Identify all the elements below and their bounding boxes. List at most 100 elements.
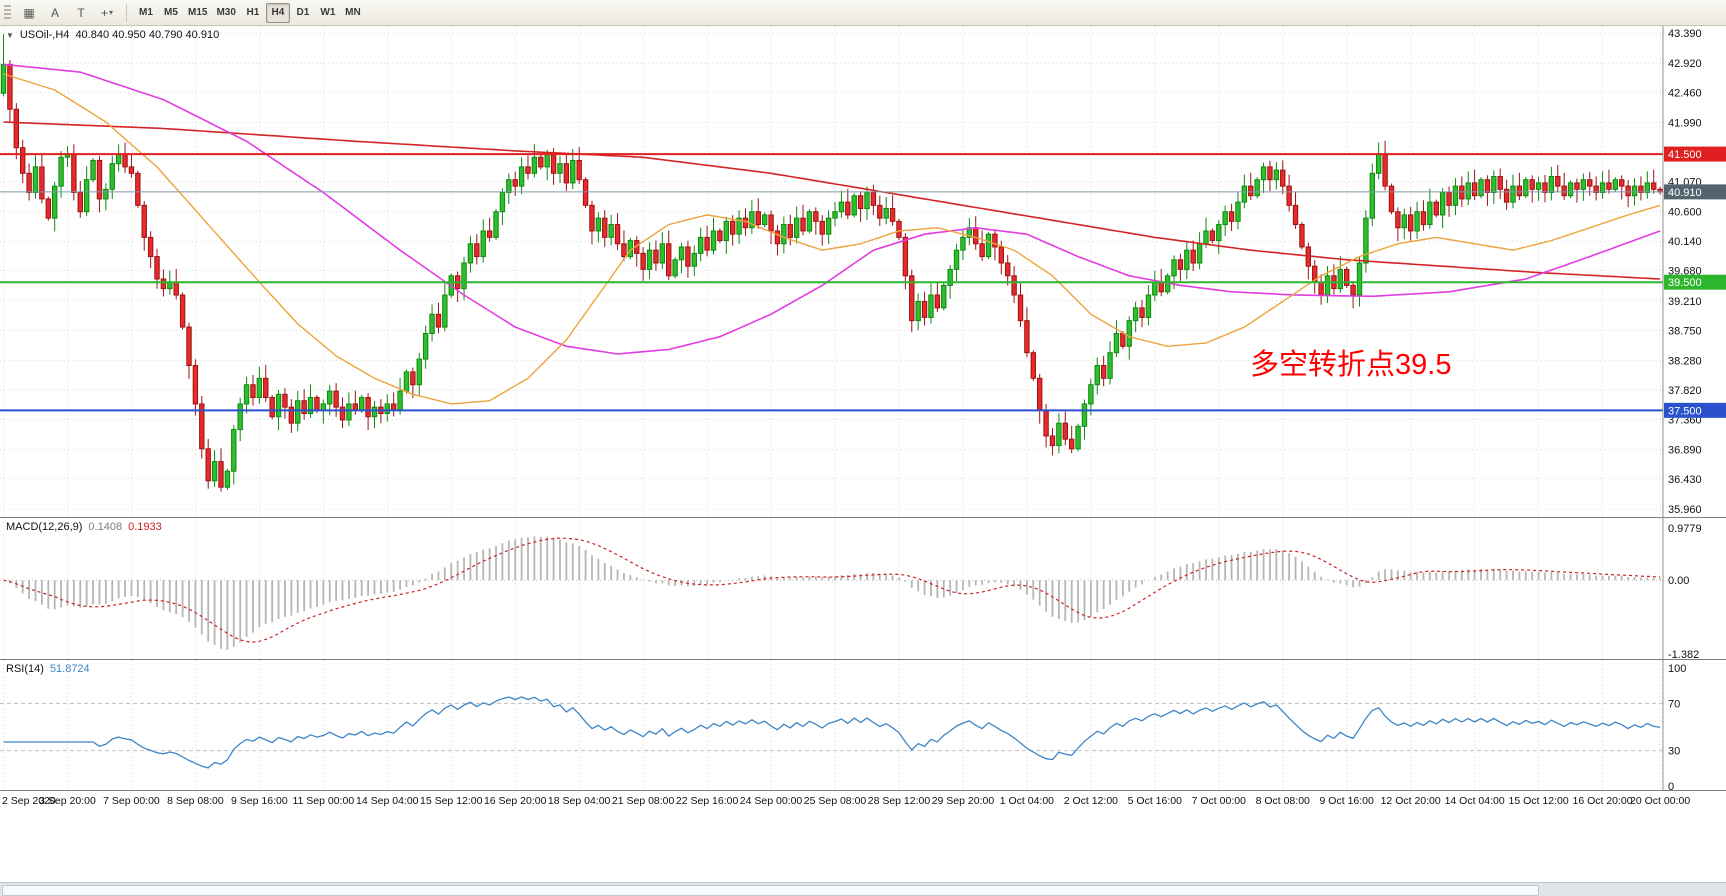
macd-header: MACD(12,26,9) 0.1408 0.1933: [6, 521, 162, 533]
price-badge-39.500: 39.500: [1664, 274, 1726, 290]
time-label: 24 Sep 00:00: [739, 795, 803, 807]
macd-indicator-panel: 0.9779 0.00 -1.382 MACD(12,26,9) 0.1408 0.…: [0, 517, 1726, 659]
macd-chart[interactable]: 0.9779 0.00 -1.382: [0, 518, 1726, 659]
time-label: 8 Oct 08:00: [1255, 795, 1310, 807]
time-label: 11 Sep 00:00: [292, 795, 355, 807]
svg-text:0: 0: [1668, 781, 1674, 790]
toolbar: ▦ A T + ▾ M1 M5 M15 M30 H1 H4 D1 W1 MN: [0, 0, 1726, 26]
text-tool-button[interactable]: A: [50, 5, 59, 20]
timeframe-button-d1[interactable]: D1: [296, 7, 310, 18]
timeframe-button-mn[interactable]: MN: [345, 7, 361, 18]
timeframe-button-m30[interactable]: M30: [216, 7, 236, 18]
svg-text:39.680: 39.680: [1668, 266, 1702, 278]
collapse-arrow-icon[interactable]: ▼: [6, 31, 14, 40]
ma-mid-magenta: [3, 63, 1661, 355]
time-label: 21 Sep 08:00: [611, 795, 675, 807]
time-label: 14 Oct 04:00: [1444, 795, 1505, 807]
macd-histogram: [9, 536, 1662, 650]
macd-main-value: 0.1408: [88, 521, 123, 533]
price-badge-41.500: 41.500: [1664, 146, 1726, 162]
time-label: 15 Oct 12:00: [1508, 795, 1569, 807]
time-label: 2 Oct 12:00: [1063, 795, 1119, 807]
price-badge-37.500: 37.500: [1664, 402, 1726, 418]
svg-text:40.140: 40.140: [1668, 236, 1702, 248]
crosshair-tool-button[interactable]: + ▾: [100, 5, 114, 20]
time-label: 2 Sep 2020: [2, 795, 56, 807]
timeframe-button-w1[interactable]: W1: [320, 7, 336, 18]
time-label: 12 Oct 20:00: [1380, 795, 1441, 807]
time-label: 3 Sep 20:00: [39, 795, 96, 807]
time-label: 9 Oct 16:00: [1319, 795, 1374, 807]
macd-name-label: MACD(12,26,9): [6, 521, 83, 533]
svg-text:37.500: 37.500: [1668, 405, 1702, 417]
time-label: 25 Sep 08:00: [803, 795, 867, 807]
rsi-line: [3, 696, 1661, 769]
svg-text:42.460: 42.460: [1668, 88, 1702, 100]
svg-text:30: 30: [1668, 746, 1680, 758]
ohlc-values: 40.840 40.950 40.790 40.910: [75, 29, 220, 41]
price-chart[interactable]: 43.39042.92042.46041.99041.07040.60040.1…: [0, 26, 1726, 517]
macd-signal-line: [3, 537, 1661, 643]
svg-text:41.990: 41.990: [1668, 118, 1702, 130]
rsi-name-label: RSI(14): [6, 663, 44, 675]
time-label: 7 Oct 00:00: [1191, 795, 1246, 807]
symbol-header: ▼ USOil-,H4 40.840 40.950 40.790 40.910: [6, 29, 219, 41]
annotation-text: 多空转折点39.5: [1250, 348, 1451, 381]
candles-layer: [0, 34, 1663, 492]
rsi-header: RSI(14) 51.8724: [6, 663, 90, 675]
svg-text:39.500: 39.500: [1668, 277, 1702, 289]
svg-text:0.9779: 0.9779: [1668, 523, 1702, 535]
price-chart-panel: 43.390 42.920 42.460 41.990 41.070 40.600 40.1…: [0, 26, 1726, 517]
time-axis[interactable]: 2 Sep 2020 3 Sep 20:00 7 Sep 00:00 8 Sep 08…: [0, 790, 1726, 812]
rsi-axis-labels: 100 70 30 0: [1668, 663, 1686, 790]
toolbar-separator: [126, 3, 127, 22]
svg-text:37.820: 37.820: [1668, 385, 1702, 397]
time-label: 5 Oct 16:00: [1127, 795, 1182, 807]
price-axis-labels: 43.39042.92042.46041.99041.07040.60040.1…: [1668, 28, 1702, 516]
svg-text:39.210: 39.210: [1668, 296, 1702, 308]
time-label: 8 Sep 08:00: [167, 795, 224, 807]
window-lower-area: [0, 812, 1726, 882]
svg-text:40.910: 40.910: [1668, 187, 1702, 199]
macd-axis-labels: 0.9779 0.00 -1.382: [1668, 523, 1702, 659]
svg-text:38.280: 38.280: [1668, 355, 1702, 367]
time-label: 20 Oct 00:00: [1630, 795, 1691, 807]
template-tool-button[interactable]: T: [77, 5, 85, 20]
time-label: 14 Sep 04:00: [356, 795, 419, 807]
ma-slow-red: [3, 121, 1661, 280]
dropdown-caret-icon: ▾: [109, 8, 114, 17]
rsi-chart[interactable]: 100 70 30 0: [0, 660, 1726, 790]
timeframe-button-m15[interactable]: M15: [188, 7, 208, 18]
timeframe-button-m5[interactable]: M5: [164, 7, 178, 18]
svg-text:42.920: 42.920: [1668, 58, 1702, 70]
timeframe-button-h4[interactable]: H4: [265, 2, 290, 23]
svg-text:36.890: 36.890: [1668, 444, 1702, 456]
time-label: 15 Sep 12:00: [419, 795, 483, 807]
svg-text:100: 100: [1668, 663, 1686, 675]
symbol-label: USOil-,H4: [19, 29, 70, 41]
toolbar-grip[interactable]: [4, 4, 11, 21]
time-label: 7 Sep 00:00: [103, 795, 160, 807]
time-label: 9 Sep 16:00: [231, 795, 288, 807]
timeframe-button-m1[interactable]: M1: [139, 7, 153, 18]
macd-signal-value: 0.1933: [128, 521, 162, 533]
svg-text:36.430: 36.430: [1668, 474, 1702, 486]
time-label: 1 Oct 04:00: [999, 795, 1055, 807]
svg-text:38.750: 38.750: [1668, 325, 1702, 337]
time-label: 18 Sep 04:00: [547, 795, 611, 807]
svg-text:35.960: 35.960: [1668, 504, 1702, 516]
svg-text:43.390: 43.390: [1668, 28, 1702, 40]
scrollbar-thumb[interactable]: [2, 885, 1539, 896]
svg-text:-1.382: -1.382: [1668, 649, 1699, 659]
svg-text:0.00: 0.00: [1668, 575, 1689, 587]
timeframe-buttons: M1 M5 M15 M30 H1 H4 D1 W1 MN: [134, 2, 365, 23]
svg-text:70: 70: [1668, 698, 1680, 710]
bid-price-badge: 40.910: [1664, 184, 1726, 200]
chart-window-tool-button[interactable]: ▦: [23, 5, 35, 20]
svg-text:41.500: 41.500: [1668, 149, 1702, 161]
timeframe-button-h1[interactable]: H1: [246, 7, 260, 18]
time-label: 28 Sep 12:00: [867, 795, 931, 807]
rsi-indicator-panel: 100 70 30 0 RSI(14) 51.8724: [0, 659, 1726, 790]
ma-fast-orange: [3, 73, 1661, 405]
horizontal-scrollbar[interactable]: [0, 882, 1726, 896]
